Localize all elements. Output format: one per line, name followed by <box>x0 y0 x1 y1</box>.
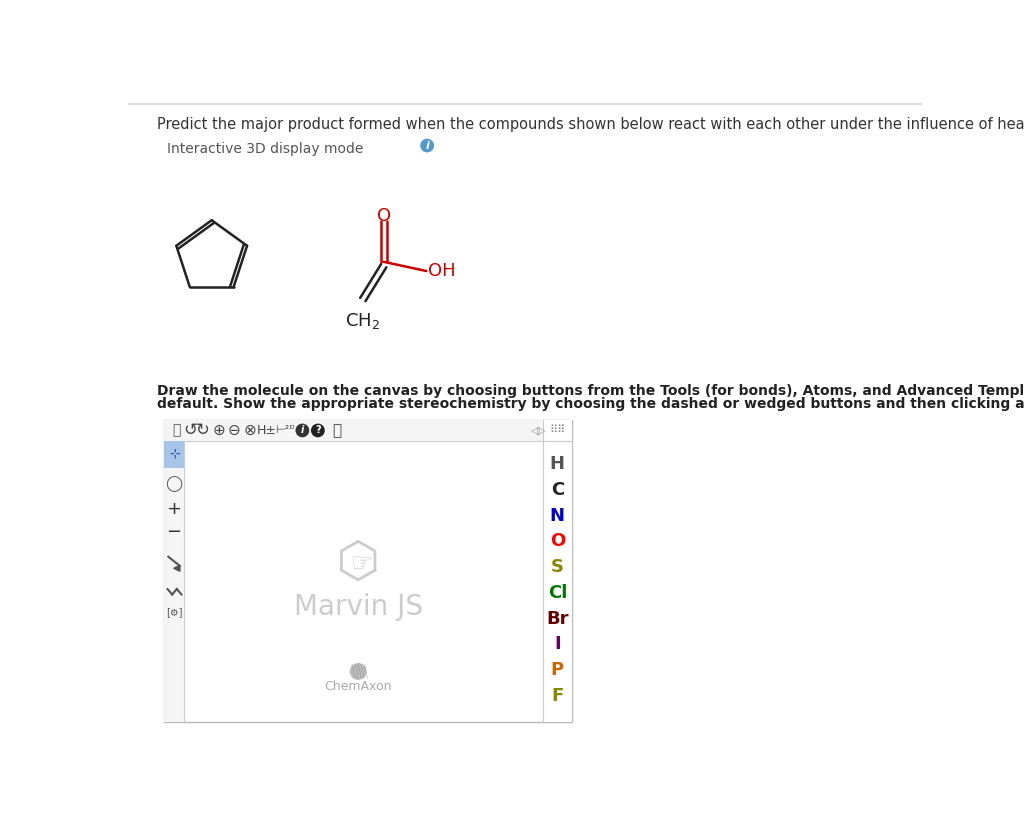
Circle shape <box>421 139 433 152</box>
Bar <box>543 420 572 721</box>
Text: ⊗: ⊗ <box>244 423 256 438</box>
Circle shape <box>311 425 324 437</box>
Text: I: I <box>554 636 561 654</box>
Text: F: F <box>551 687 563 705</box>
Text: ↻: ↻ <box>197 421 210 439</box>
Text: ☞: ☞ <box>351 553 373 576</box>
Text: OH: OH <box>428 262 456 280</box>
Text: ?: ? <box>315 425 321 435</box>
Circle shape <box>350 663 366 679</box>
Text: Br: Br <box>546 610 568 628</box>
Text: i: i <box>425 140 429 151</box>
Bar <box>165 441 183 721</box>
Text: H: H <box>550 456 565 474</box>
Text: CH$_2$: CH$_2$ <box>345 311 380 331</box>
Text: Interactive 3D display mode: Interactive 3D display mode <box>167 142 364 156</box>
Bar <box>165 420 572 721</box>
Text: H±: H± <box>257 424 276 437</box>
Text: Predict the major product formed when the compounds shown below react with each : Predict the major product formed when th… <box>157 117 1024 132</box>
Bar <box>165 420 572 441</box>
Text: S: S <box>551 558 564 576</box>
Text: ⊹: ⊹ <box>169 447 179 460</box>
Text: ⊢²ᴰ: ⊢²ᴰ <box>274 425 294 435</box>
Text: Draw the molecule on the canvas by choosing buttons from the Tools (for bonds), : Draw the molecule on the canvas by choos… <box>157 384 1024 399</box>
Text: default. Show the appropriate stereochemistry by choosing the dashed or wedged b: default. Show the appropriate stereochem… <box>157 398 1024 412</box>
Text: O: O <box>550 532 565 550</box>
Text: C: C <box>551 481 564 499</box>
Text: P: P <box>551 661 564 679</box>
Text: i: i <box>301 425 304 435</box>
Bar <box>165 441 183 468</box>
Polygon shape <box>174 565 180 571</box>
Text: 🗋: 🗋 <box>172 424 180 438</box>
Text: ◯: ◯ <box>166 476 182 491</box>
Text: Cl: Cl <box>548 584 567 602</box>
Text: N: N <box>550 507 565 525</box>
Text: ▷: ▷ <box>537 425 546 435</box>
Text: Marvin JS: Marvin JS <box>294 593 423 621</box>
Text: ⊖: ⊖ <box>227 423 241 438</box>
Text: ↺: ↺ <box>183 421 197 439</box>
Text: ⤢: ⤢ <box>332 423 341 438</box>
Text: +: + <box>167 500 181 518</box>
Text: −: − <box>167 523 181 541</box>
Text: ⊕: ⊕ <box>212 423 225 438</box>
Text: ⠿⠿: ⠿⠿ <box>549 425 565 435</box>
Text: [⚙]: [⚙] <box>166 607 182 617</box>
Text: ◁: ◁ <box>530 425 539 435</box>
Circle shape <box>296 425 308 437</box>
Text: O: O <box>377 207 391 225</box>
Text: ChemAxon: ChemAxon <box>325 681 392 694</box>
